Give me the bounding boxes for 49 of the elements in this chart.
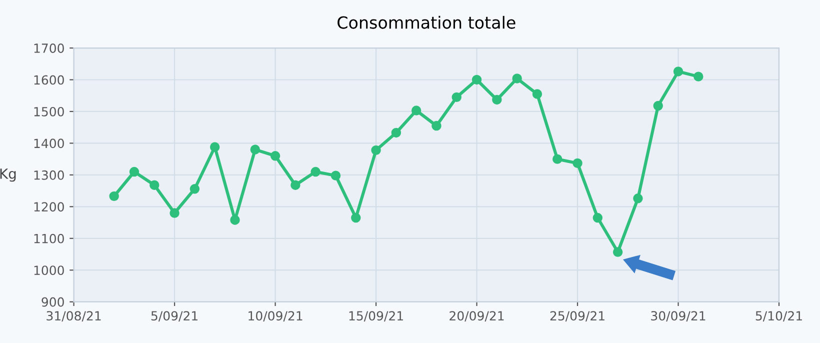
x-tick-label: 20/09/21 [450, 311, 504, 322]
y-tick-label: 1300 [34, 170, 64, 180]
point [492, 94, 502, 105]
y-tick-label: 1700 [34, 43, 64, 53]
point [371, 145, 381, 156]
x-tick-label: 30/09/21 [651, 311, 706, 322]
point [673, 66, 684, 76]
point [572, 158, 582, 168]
point [472, 74, 482, 85]
point [230, 215, 240, 225]
point [391, 128, 402, 138]
point [612, 247, 623, 257]
point [170, 208, 180, 218]
y-tick-label: 1100 [34, 234, 64, 244]
point [109, 191, 119, 202]
y-tick-label: 900 [42, 297, 64, 307]
chart-title: Consommation totale [338, 16, 516, 29]
point [250, 144, 260, 154]
point [190, 184, 200, 194]
point [270, 151, 280, 161]
point [310, 166, 320, 177]
point [210, 142, 220, 152]
point [150, 180, 160, 190]
x-tick-label: 5/09/21 [151, 311, 198, 322]
y-tick-label: 1500 [34, 106, 64, 116]
point [452, 92, 462, 102]
point [351, 212, 361, 223]
point [552, 154, 562, 164]
point [653, 100, 663, 111]
point [592, 212, 603, 223]
y-tick-label: 1000 [34, 266, 64, 276]
point [512, 74, 522, 84]
point [532, 89, 542, 99]
point [330, 170, 341, 180]
x-tick-label: 31/08/21 [46, 311, 101, 322]
point [290, 180, 300, 190]
x-tick-label: 5/10/21 [756, 311, 802, 322]
point [633, 194, 643, 204]
point [411, 106, 422, 116]
point [694, 72, 704, 82]
y-tick-label: 1400 [34, 138, 64, 148]
y-tick-label: 1600 [34, 75, 64, 85]
x-tick-label: 25/09/21 [550, 311, 604, 322]
x-tick-label: 15/09/21 [349, 311, 403, 322]
x-tick-label: 10/09/21 [248, 311, 302, 322]
point [432, 120, 442, 131]
point [129, 166, 140, 177]
y-tick-label: 1200 [34, 202, 64, 212]
y-axis-title: Kg [0, 168, 16, 182]
